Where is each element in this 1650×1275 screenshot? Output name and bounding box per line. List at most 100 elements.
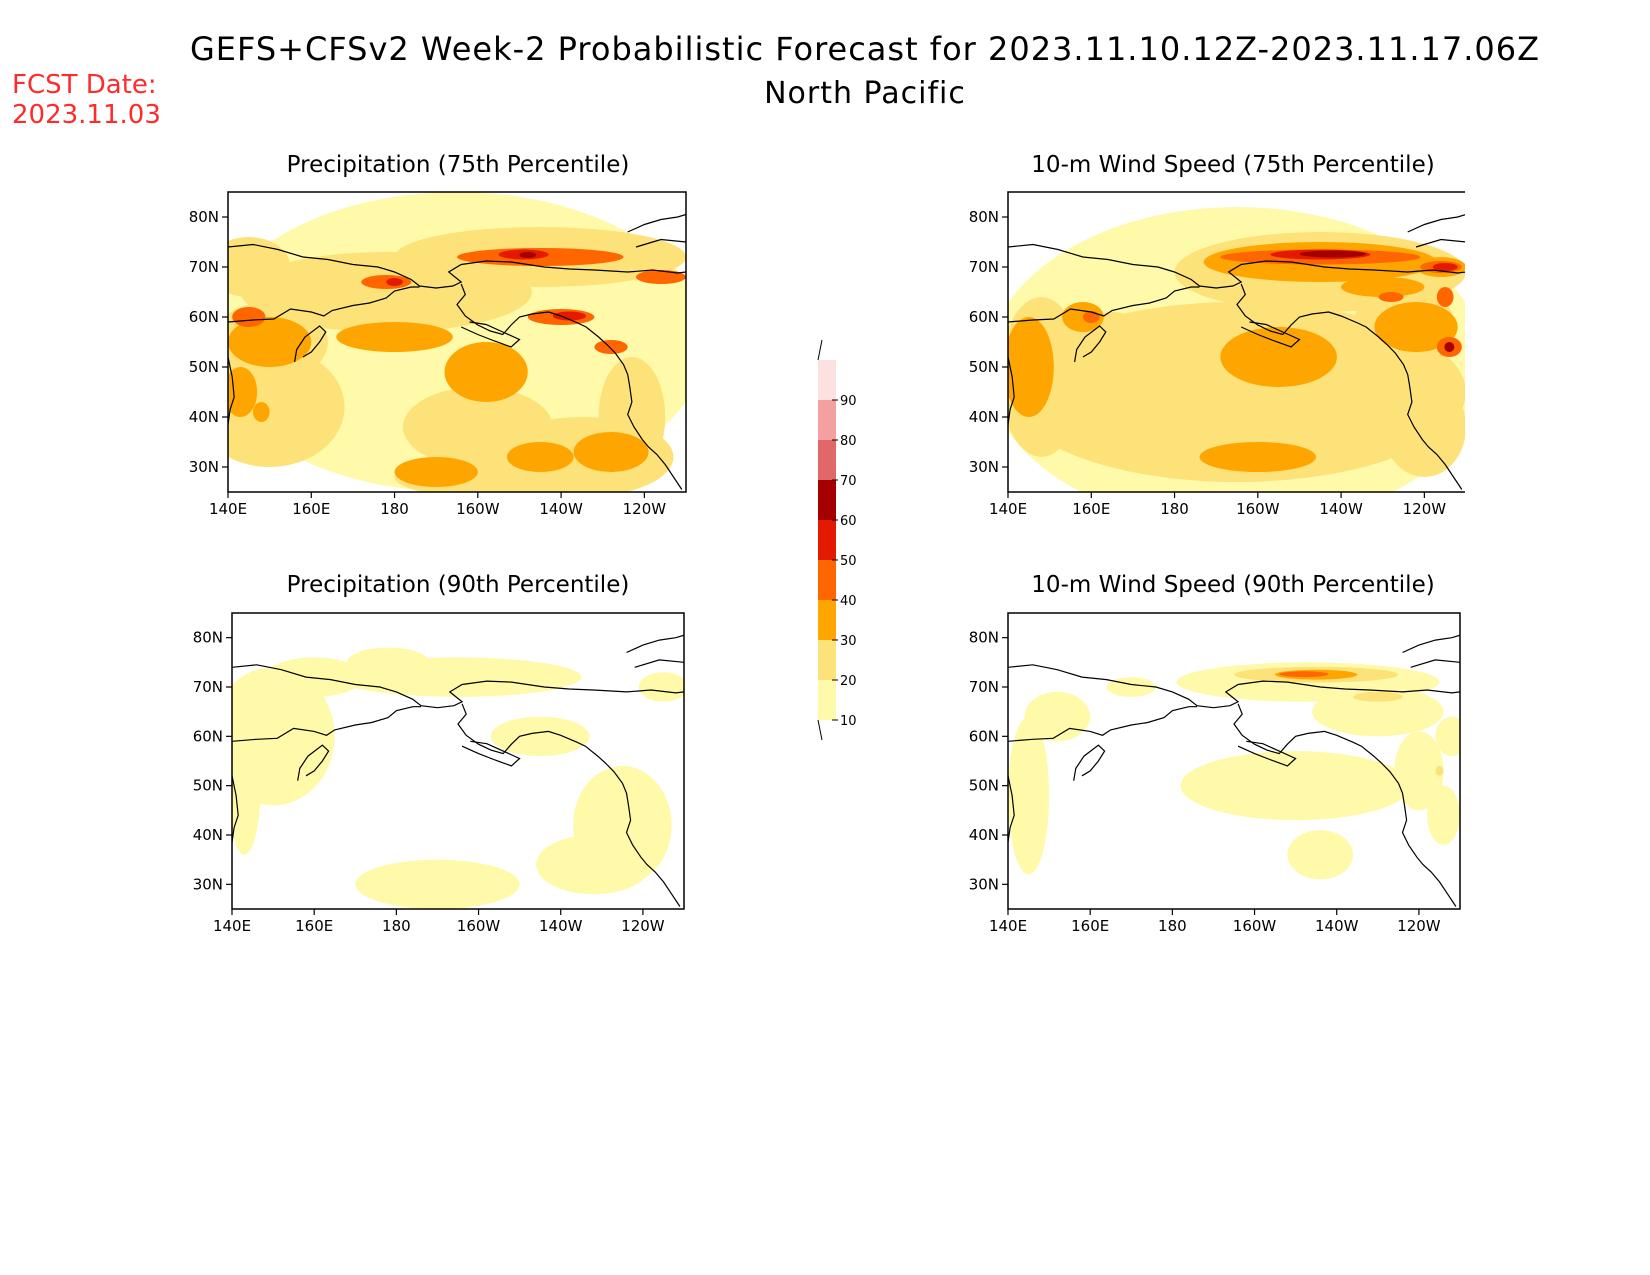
main-title: GEFS+CFSv2 Week-2 Probabilistic Forecast… — [189, 30, 1541, 68]
probability-contour — [1220, 327, 1337, 387]
lat-tick-label: 70N — [969, 678, 999, 696]
lon-tick-label: 140W — [539, 500, 583, 518]
probability-contour — [1382, 377, 1465, 477]
region-subtitle: North Pacific — [764, 76, 966, 111]
coastline-segment — [635, 238, 686, 248]
probability-contour — [1287, 830, 1354, 880]
lat-tick-label: 30N — [193, 875, 223, 893]
coastline-segment — [1008, 356, 1015, 425]
probability-contour — [636, 270, 686, 284]
probability-contour — [386, 278, 403, 286]
colorbar-swatch — [818, 400, 836, 440]
lon-tick-label: 160W — [1233, 917, 1277, 935]
probability-contour — [490, 716, 590, 757]
coastline-segment — [456, 283, 683, 490]
colorbar-swatch — [818, 520, 836, 560]
coastline-segment — [228, 356, 235, 425]
lat-tick-label: 40N — [969, 826, 999, 844]
probability-contour — [1353, 691, 1403, 702]
lat-tick-label: 70N — [193, 678, 223, 696]
coastline-segment — [232, 775, 239, 843]
lat-tick-label: 60N — [193, 727, 223, 745]
lon-tick-label: 140E — [209, 500, 247, 518]
probability-contour — [228, 237, 291, 297]
lat-tick-label: 60N — [969, 727, 999, 745]
probability-contour — [1008, 716, 1050, 875]
lat-tick-label: 50N — [189, 358, 219, 376]
coastline-segment — [1415, 238, 1465, 248]
lon-tick-label: 120W — [1397, 917, 1441, 935]
map-frame — [231, 612, 685, 910]
coastline-segment — [1008, 706, 1197, 742]
coastline-segment — [1410, 659, 1460, 668]
coastline-segment — [626, 634, 684, 654]
fcst-date-value: 2023.11.03 — [12, 100, 161, 130]
colorbar-tick-label: 10 — [840, 714, 857, 729]
lon-tick-label: 140W — [1319, 500, 1363, 518]
colorbar-tick-label: 40 — [840, 594, 857, 609]
probability-contour — [252, 402, 270, 422]
probability-contour — [1394, 731, 1444, 811]
probability-contour — [1436, 287, 1454, 307]
colorbar-swatch — [818, 360, 836, 400]
lon-tick-label: 140E — [989, 917, 1027, 935]
probability-contour — [394, 457, 478, 487]
coastline-segment — [1008, 775, 1015, 843]
lat-tick-label: 50N — [969, 777, 999, 795]
coastline — [228, 213, 686, 490]
lat-tick-label: 30N — [189, 458, 219, 476]
coastline-segment — [1008, 243, 1465, 289]
map-panel-wind75: 140E 160E 180 160W 140W 120W 80N 70N 60N 50N 40N 30… — [969, 191, 1465, 518]
lon-tick-label: 180 — [1158, 917, 1187, 935]
colorbar-tick-label: 80 — [840, 434, 857, 449]
coastline-segment — [1073, 744, 1106, 781]
lat-tick-label: 40N — [969, 408, 999, 426]
colorbar-tick-label: 50 — [840, 554, 857, 569]
colorbar-tick-label: 60 — [840, 514, 857, 529]
lon-tick-label: 160W — [457, 917, 501, 935]
probability-contour — [228, 367, 258, 417]
panel-title-wind75: 10-m Wind Speed (75th Percentile) — [1031, 152, 1435, 178]
probability-contour — [1180, 751, 1411, 821]
probability-contour — [1341, 277, 1425, 297]
colorbar-end-marks — [817, 339, 823, 741]
lat-tick-label: 50N — [969, 358, 999, 376]
lat-tick-label: 30N — [969, 458, 999, 476]
coastline-segment — [1237, 740, 1297, 767]
lat-tick-label: 60N — [189, 308, 219, 326]
fcst-date-label: FCST Date: — [12, 70, 157, 100]
panel-title-wind90: 10-m Wind Speed (90th Percentile) — [1031, 572, 1435, 598]
lat-tick-label: 80N — [189, 208, 219, 226]
lat-tick-label: 50N — [193, 777, 223, 795]
coastline-segment — [457, 703, 681, 907]
probability-contour — [1374, 302, 1458, 352]
lat-tick-label: 80N — [969, 208, 999, 226]
map-panel-wind90: 140E 160E 180 160W 140W 120W 80N 70N 60N 50N 40N 30… — [969, 612, 1461, 935]
coastline-segment — [228, 286, 420, 323]
lon-tick-label: 160E — [1072, 500, 1110, 518]
probability-contour — [264, 657, 364, 697]
lon-tick-label: 160W — [1236, 500, 1280, 518]
lon-tick-label: 120W — [1403, 500, 1447, 518]
probability-contour — [638, 672, 684, 702]
coastline-segment — [461, 740, 521, 767]
coastline-segment — [460, 321, 521, 348]
probability-field — [1008, 207, 1465, 492]
lat-tick-label: 70N — [189, 258, 219, 276]
map-panel-precip75: 140E 160E 180 160W 140W 120W 80N 70N 60N 50N 40N 30… — [189, 191, 687, 518]
map-panel-precip90: 140E 160E 180 160W 140W 120W 80N 70N 60N 50N 40N 30… — [193, 612, 685, 935]
lon-tick-label: 160E — [295, 917, 333, 935]
colorbar: 10 20 30 40 50 60 70 80 90 — [817, 339, 857, 741]
lon-tick-label: 160W — [456, 500, 500, 518]
probability-contour — [1378, 292, 1404, 302]
probability-contour — [232, 716, 261, 855]
colorbar-swatch — [818, 640, 836, 680]
probability-contour — [1435, 765, 1444, 776]
coastline-segment — [1407, 214, 1465, 233]
probability-contour — [1432, 263, 1458, 271]
colorbar-swatch — [818, 440, 836, 480]
probability-contour — [552, 311, 587, 321]
lon-tick-label: 160E — [292, 500, 330, 518]
lat-tick-label: 40N — [193, 826, 223, 844]
lon-tick-label: 120W — [621, 917, 665, 935]
